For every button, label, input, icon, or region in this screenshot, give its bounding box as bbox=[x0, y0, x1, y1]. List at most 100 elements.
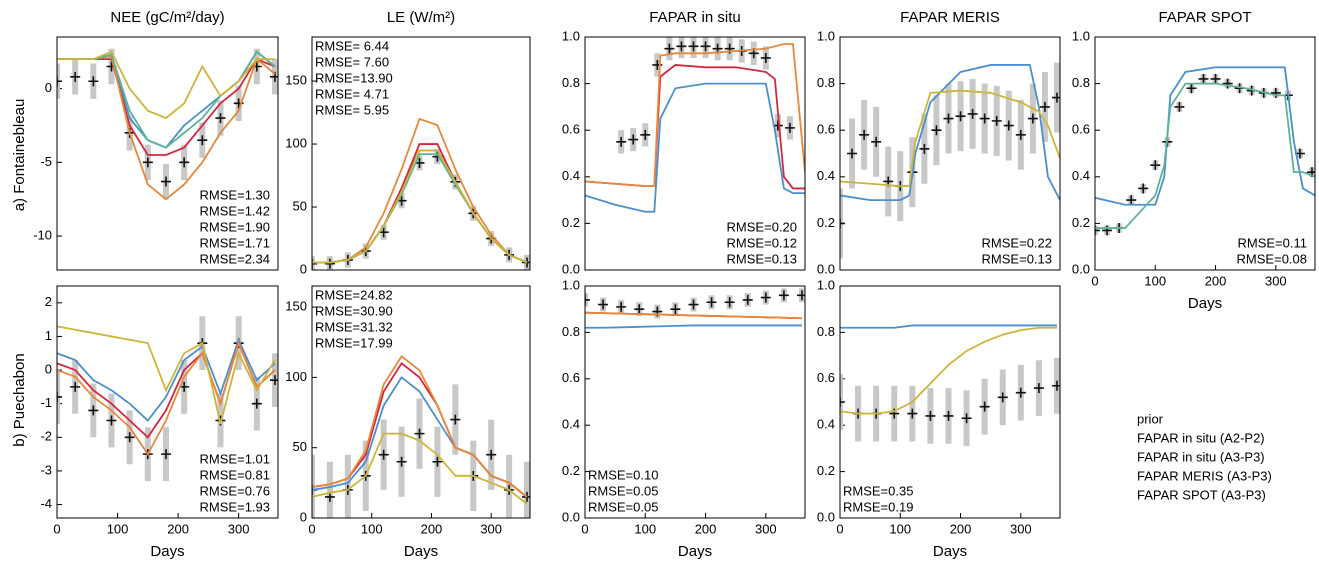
observation bbox=[70, 71, 81, 82]
observation bbox=[179, 157, 190, 168]
rmse-label: RMSE= 7.60 bbox=[315, 54, 389, 69]
observation bbox=[955, 111, 966, 122]
observation bbox=[847, 148, 858, 159]
observation bbox=[70, 381, 81, 392]
y-tick-label: 0.2 bbox=[817, 215, 835, 230]
x-axis-label: Days bbox=[1188, 295, 1222, 312]
observation bbox=[522, 257, 530, 268]
observation bbox=[324, 258, 335, 269]
observation bbox=[1003, 120, 1014, 131]
series-line bbox=[57, 340, 276, 456]
x-tick-label: 300 bbox=[1265, 273, 1287, 288]
observation bbox=[907, 408, 918, 419]
observation bbox=[598, 299, 609, 310]
panel-title: FAPAR in situ bbox=[649, 9, 740, 26]
x-tick-label: 200 bbox=[695, 521, 717, 536]
observation bbox=[688, 41, 699, 52]
y-tick-label: 0.8 bbox=[1072, 75, 1090, 90]
y-tick-label: 0.0 bbox=[562, 261, 580, 276]
observation bbox=[742, 294, 753, 305]
x-tick-label: 0 bbox=[53, 521, 60, 536]
y-tick-label: -4 bbox=[40, 496, 52, 511]
x-tick-label: 300 bbox=[228, 521, 250, 536]
rmse-label: RMSE= 4.71 bbox=[315, 86, 389, 101]
rmse-label: RMSE=0.76 bbox=[200, 483, 270, 498]
x-tick-label: 100 bbox=[1144, 273, 1166, 288]
y-tick-label: -2 bbox=[40, 429, 52, 444]
axis-frame bbox=[56, 36, 279, 271]
rmse-label: RMSE=1.30 bbox=[200, 187, 270, 202]
y-tick-label: 0.8 bbox=[817, 324, 835, 339]
observation bbox=[700, 41, 711, 52]
series-line bbox=[312, 432, 528, 505]
observation bbox=[1102, 225, 1113, 236]
legend-entry: FAPAR MERIS (A3-P3) bbox=[1137, 468, 1272, 483]
observation bbox=[88, 76, 99, 87]
observation bbox=[664, 43, 675, 54]
rmse-label: RMSE= 6.44 bbox=[315, 38, 389, 53]
observation bbox=[1015, 129, 1026, 140]
y-tick-label: 0.4 bbox=[817, 417, 835, 432]
series-line bbox=[57, 57, 276, 156]
rmse-label: RMSE=0.13 bbox=[727, 251, 797, 266]
observation bbox=[640, 129, 651, 140]
observation bbox=[106, 415, 117, 426]
axis-frame bbox=[839, 36, 1061, 271]
observation bbox=[414, 428, 425, 439]
rmse-label: RMSE=1.42 bbox=[200, 203, 270, 218]
observation bbox=[919, 143, 930, 154]
y-tick-label: 1 bbox=[45, 328, 52, 343]
series-line bbox=[1095, 82, 1315, 229]
x-axis-label: Days bbox=[404, 543, 438, 560]
legend-entry: FAPAR in situ (A3-P3) bbox=[1137, 449, 1265, 464]
rmse-label: RMSE=0.11 bbox=[1238, 235, 1308, 250]
observation bbox=[197, 135, 208, 146]
series-line bbox=[57, 337, 276, 422]
rmse-label: RMSE=0.81 bbox=[200, 467, 270, 482]
x-tick-label: 0 bbox=[1091, 273, 1098, 288]
rmse-label: RMSE= 5.95 bbox=[315, 102, 389, 117]
observation bbox=[796, 290, 805, 301]
x-tick-label: 300 bbox=[480, 521, 502, 536]
observation bbox=[57, 76, 62, 87]
rmse-label: RMSE=13.90 bbox=[315, 70, 393, 85]
observation bbox=[979, 401, 990, 412]
rmse-label: RMSE=0.10 bbox=[588, 467, 658, 482]
rmse-label: RMSE=0.08 bbox=[1237, 251, 1307, 266]
rmse-label: RMSE=0.22 bbox=[982, 235, 1052, 250]
observation bbox=[676, 41, 687, 52]
observation bbox=[1222, 78, 1233, 89]
observation bbox=[943, 410, 954, 421]
y-tick-label: -5 bbox=[40, 154, 52, 169]
series-line bbox=[840, 326, 1057, 415]
observation bbox=[160, 176, 171, 187]
y-tick-label: 1.0 bbox=[562, 28, 580, 43]
legend-entry: prior bbox=[1137, 411, 1164, 426]
row-label: b) Puechabon bbox=[11, 353, 28, 446]
rmse-label: RMSE=0.12 bbox=[727, 235, 797, 250]
observation bbox=[1039, 101, 1050, 112]
observation bbox=[522, 491, 530, 502]
series-line bbox=[840, 89, 1060, 188]
observation bbox=[1033, 383, 1044, 394]
observation bbox=[871, 136, 882, 147]
y-tick-label: 0.4 bbox=[1072, 168, 1090, 183]
y-tick-label: 0.0 bbox=[817, 509, 835, 524]
observation bbox=[88, 405, 99, 416]
panel-title: LE (W/m²) bbox=[387, 9, 455, 26]
x-axis-label: Days bbox=[933, 543, 967, 560]
y-tick-label: 0 bbox=[300, 509, 307, 524]
observation bbox=[1015, 387, 1026, 398]
y-tick-label: 0.0 bbox=[817, 261, 835, 276]
y-tick-label: 0.8 bbox=[562, 324, 580, 339]
observation bbox=[1095, 225, 1100, 236]
observation bbox=[616, 301, 627, 312]
row-label: a) Fontainebleau bbox=[11, 99, 28, 212]
x-axis-label: Days bbox=[150, 543, 184, 560]
observation bbox=[706, 297, 717, 308]
y-tick-label: 0.2 bbox=[817, 463, 835, 478]
y-tick-label: 100 bbox=[285, 369, 307, 384]
x-tick-label: 100 bbox=[107, 521, 129, 536]
y-tick-label: -3 bbox=[40, 462, 52, 477]
